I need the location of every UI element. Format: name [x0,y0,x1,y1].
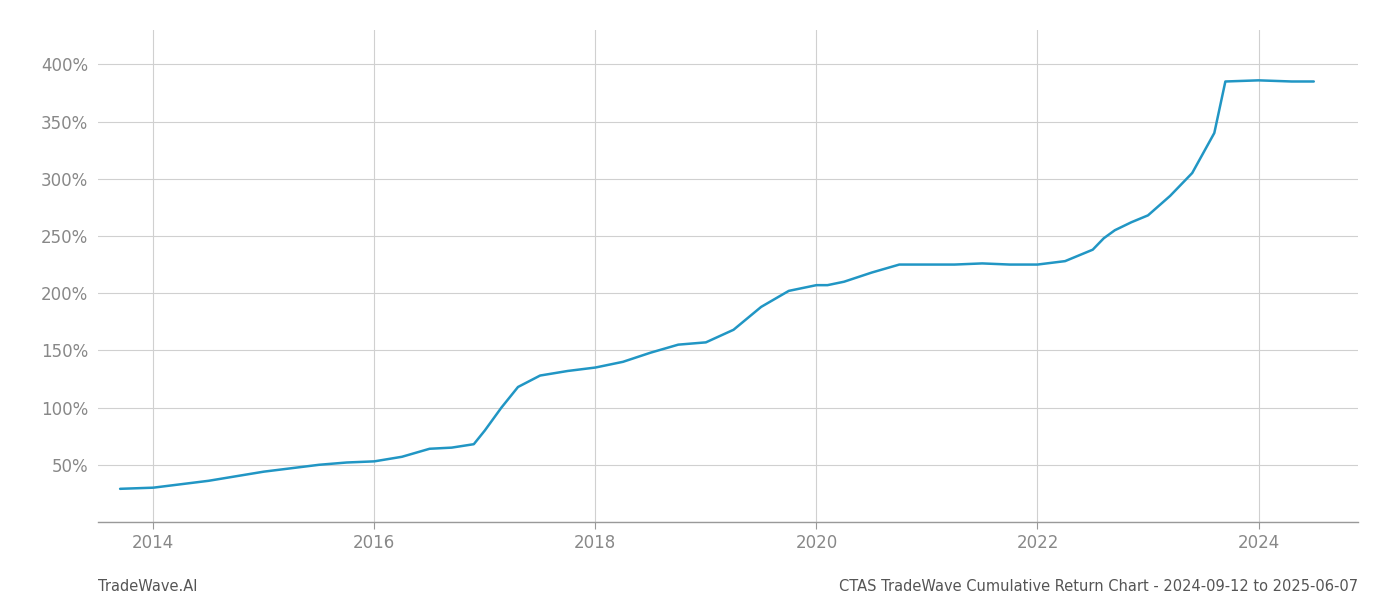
Text: TradeWave.AI: TradeWave.AI [98,579,197,594]
Text: CTAS TradeWave Cumulative Return Chart - 2024-09-12 to 2025-06-07: CTAS TradeWave Cumulative Return Chart -… [839,579,1358,594]
